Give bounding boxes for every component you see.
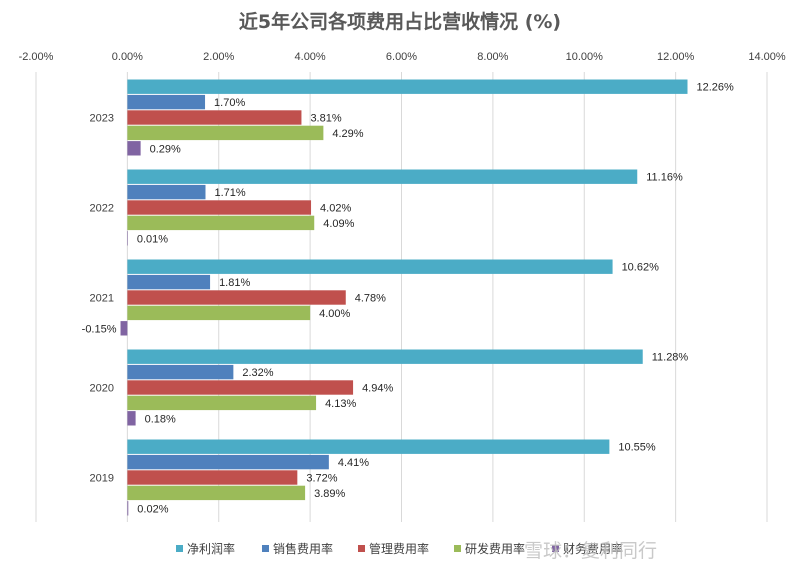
bar — [127, 454, 329, 470]
bar — [127, 94, 206, 110]
data-label: 3.72% — [306, 473, 337, 485]
bar — [127, 125, 324, 141]
data-label: 4.41% — [338, 457, 369, 469]
x-tick-label: 2.00% — [203, 51, 234, 63]
data-label: 0.29% — [150, 143, 181, 155]
bar — [127, 290, 346, 305]
legend-swatch — [262, 545, 269, 552]
data-label: 4.29% — [332, 128, 363, 140]
category-label: 2019 — [90, 473, 114, 485]
bar — [127, 380, 354, 395]
legend-label: 财务费用率 — [563, 541, 623, 556]
bar — [127, 110, 302, 125]
data-label: 0.01% — [137, 233, 168, 245]
bar — [127, 439, 610, 454]
legend-label: 研发费用率 — [465, 541, 525, 556]
data-label: 3.89% — [314, 488, 345, 500]
watermark: 雪球：复利同行 — [524, 540, 657, 562]
category-label: 2023 — [90, 113, 114, 125]
x-axis-ticks: -2.00% 0.00% 2.00% 4.00% 6.00% 8.00% 10.00% 12.… — [19, 51, 786, 63]
data-label: 1.71% — [215, 187, 246, 199]
x-tick-label: 0.00% — [112, 51, 143, 63]
bar — [127, 169, 638, 184]
bar — [127, 215, 315, 231]
bar — [127, 231, 128, 246]
bar — [127, 259, 613, 274]
legend-label: 净利润率 — [187, 541, 235, 556]
data-label: 1.81% — [219, 277, 250, 289]
data-label: 2.32% — [242, 367, 273, 379]
data-label: 4.78% — [355, 293, 386, 305]
bar — [127, 470, 298, 485]
legend: 净利润率 销售费用率 管理费用率 研发费用率 财务费用率 — [176, 541, 623, 556]
bar — [127, 395, 317, 411]
data-label: 11.16% — [646, 172, 683, 184]
legend-swatch — [454, 545, 461, 552]
x-tick-label: -2.00% — [19, 51, 54, 63]
x-tick-label: 12.00% — [657, 51, 695, 63]
legend-label: 销售费用率 — [273, 541, 333, 556]
category-labels: 2023 2022 2021 2020 2019 — [90, 113, 114, 485]
bar — [127, 485, 306, 501]
bar — [127, 274, 211, 290]
bars — [120, 79, 688, 516]
bar — [127, 79, 688, 94]
bar — [127, 200, 312, 215]
data-label: 12.26% — [697, 82, 735, 94]
data-label: 4.13% — [325, 398, 356, 410]
x-tick-label: 14.00% — [748, 51, 786, 63]
x-tick-label: 8.00% — [477, 51, 508, 63]
data-labels: 12.26% 1.70% 3.81% 4.29% 0.29% 11.16% 1.71% 4.0… — [82, 82, 734, 516]
bar — [127, 501, 129, 516]
legend-label: 管理费用率 — [369, 541, 429, 556]
bar — [127, 184, 206, 200]
data-label: 10.62% — [622, 262, 660, 274]
data-label: 4.09% — [323, 218, 354, 230]
legend-swatch — [176, 545, 183, 552]
x-tick-label: 4.00% — [295, 51, 326, 63]
category-label: 2020 — [90, 383, 114, 395]
data-label: 1.70% — [214, 97, 245, 109]
category-label: 2022 — [90, 203, 114, 215]
data-label: 0.18% — [145, 413, 176, 425]
data-label: 4.02% — [320, 203, 351, 215]
data-label: 11.28% — [652, 352, 689, 364]
chart-title: 近5年公司各项费用占比营收情况 (%) — [239, 10, 561, 33]
category-label: 2021 — [90, 293, 114, 305]
data-label: 10.55% — [618, 442, 656, 454]
data-label: -0.15% — [82, 323, 117, 335]
x-tick-label: 10.00% — [566, 51, 604, 63]
bar — [127, 141, 141, 156]
data-label: 4.00% — [319, 308, 350, 320]
bar — [127, 305, 311, 321]
bar — [127, 349, 643, 364]
data-label: 0.02% — [137, 503, 168, 515]
data-label: 4.94% — [362, 383, 393, 395]
bar — [127, 364, 234, 380]
legend-swatch — [552, 545, 559, 552]
bar — [127, 411, 136, 426]
data-label: 3.81% — [310, 113, 341, 125]
x-tick-label: 6.00% — [386, 51, 417, 63]
bar — [120, 321, 128, 336]
legend-swatch — [358, 545, 365, 552]
